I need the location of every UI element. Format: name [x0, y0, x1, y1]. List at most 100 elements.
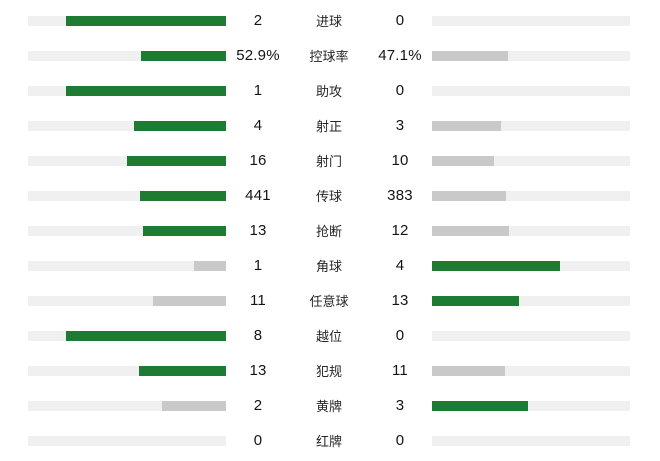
home-bar-track	[28, 400, 226, 411]
home-bar-track	[28, 50, 226, 61]
away-bar-track	[432, 190, 630, 201]
away-bar-track	[432, 155, 630, 166]
home-bar-track	[28, 85, 226, 96]
home-stat-value: 441	[245, 187, 271, 204]
home-bar-track	[28, 435, 226, 446]
home-bar-fill	[65, 15, 226, 26]
stat-label: 任意球	[309, 294, 349, 309]
home-bar-fill	[134, 120, 226, 131]
away-bar-fill	[432, 260, 561, 271]
away-bar-track	[432, 435, 630, 446]
away-bar-fill	[432, 295, 519, 306]
stat-row: 2 黄牌 3	[0, 388, 660, 423]
stat-row: 13 犯规 11	[0, 353, 660, 388]
home-stat-value: 13	[249, 222, 267, 239]
away-bar-fill	[432, 50, 508, 61]
home-bar-fill	[141, 50, 226, 61]
away-bar-track	[432, 15, 630, 26]
away-stat-value: 3	[395, 397, 405, 414]
stat-label: 射正	[315, 119, 342, 134]
home-bar-fill	[65, 85, 226, 96]
home-bar-track	[28, 295, 226, 306]
stat-label: 射门	[315, 154, 342, 169]
stat-row: 4 射正 3	[0, 108, 660, 143]
away-bar-fill	[432, 190, 507, 201]
home-bar-track	[28, 120, 226, 131]
stat-row: 11 任意球 13	[0, 283, 660, 318]
home-stat-value: 13	[249, 362, 267, 379]
stat-row: 1 角球 4	[0, 248, 660, 283]
stat-label: 进球	[315, 14, 342, 29]
stat-row: 8 越位 0	[0, 318, 660, 353]
away-stat-value: 13	[391, 292, 409, 309]
away-stat-value: 0	[395, 82, 405, 99]
home-bar-fill	[142, 225, 226, 236]
home-stat-value: 52.9%	[236, 47, 280, 64]
home-bar-fill	[65, 330, 226, 341]
away-stat-value: 47.1%	[378, 47, 422, 64]
away-stat-value: 10	[391, 152, 409, 169]
stat-label: 抢断	[315, 224, 342, 239]
home-bar-fill	[139, 365, 226, 376]
stat-label: 犯规	[315, 364, 342, 379]
away-stat-value: 11	[392, 362, 408, 379]
stat-label: 红牌	[315, 434, 342, 449]
away-bar-fill	[432, 225, 510, 236]
home-stat-value: 8	[253, 327, 263, 344]
away-stat-value: 4	[395, 257, 405, 274]
home-bar-track	[28, 15, 226, 26]
away-bar-fill	[432, 400, 529, 411]
home-stat-value: 2	[253, 397, 263, 414]
stat-row: 441 传球 383	[0, 178, 660, 213]
stat-label: 黄牌	[315, 399, 342, 414]
stat-label: 角球	[315, 259, 342, 274]
home-bar-track	[28, 365, 226, 376]
away-bar-track	[432, 50, 630, 61]
home-stat-value: 4	[253, 117, 263, 134]
stat-row: 2 进球 0	[0, 3, 660, 38]
stat-row: 52.9% 控球率 47.1%	[0, 38, 660, 73]
stat-row: 16 射门 10	[0, 143, 660, 178]
home-bar-track	[28, 225, 226, 236]
away-bar-track	[432, 120, 630, 131]
away-bar-track	[432, 365, 630, 376]
home-bar-track	[28, 190, 226, 201]
home-bar-fill	[140, 190, 226, 201]
home-stat-value: 0	[253, 432, 263, 449]
away-bar-track	[432, 260, 630, 271]
home-bar-track	[28, 260, 226, 271]
home-bar-fill	[152, 295, 226, 306]
home-bar-fill	[193, 260, 226, 271]
stat-label: 越位	[315, 329, 342, 344]
home-stat-value: 16	[249, 152, 267, 169]
away-bar-track	[432, 225, 630, 236]
away-stat-value: 12	[391, 222, 409, 239]
away-stat-value: 0	[395, 327, 405, 344]
stat-label: 控球率	[309, 49, 349, 64]
away-bar-fill	[432, 120, 501, 131]
stat-label: 助攻	[315, 84, 342, 99]
stat-row: 0 红牌 0	[0, 423, 660, 458]
home-stat-value: 1	[253, 82, 263, 99]
away-bar-fill	[432, 365, 506, 376]
stat-row: 1 助攻 0	[0, 73, 660, 108]
home-bar-track	[28, 155, 226, 166]
home-stat-value: 11	[250, 292, 266, 309]
home-stat-value: 2	[253, 12, 263, 29]
away-stat-value: 0	[395, 432, 405, 449]
home-stat-value: 1	[253, 257, 263, 274]
stat-row: 13 抢断 12	[0, 213, 660, 248]
away-stat-value: 383	[387, 187, 413, 204]
away-stat-value: 3	[395, 117, 405, 134]
home-bar-fill	[127, 155, 226, 166]
away-stat-value: 0	[395, 12, 405, 29]
away-bar-track	[432, 295, 630, 306]
home-bar-track	[28, 330, 226, 341]
away-bar-fill	[432, 155, 494, 166]
away-bar-track	[432, 85, 630, 96]
stat-label: 传球	[315, 189, 342, 204]
away-bar-track	[432, 400, 630, 411]
home-bar-fill	[161, 400, 226, 411]
away-bar-track	[432, 330, 630, 341]
